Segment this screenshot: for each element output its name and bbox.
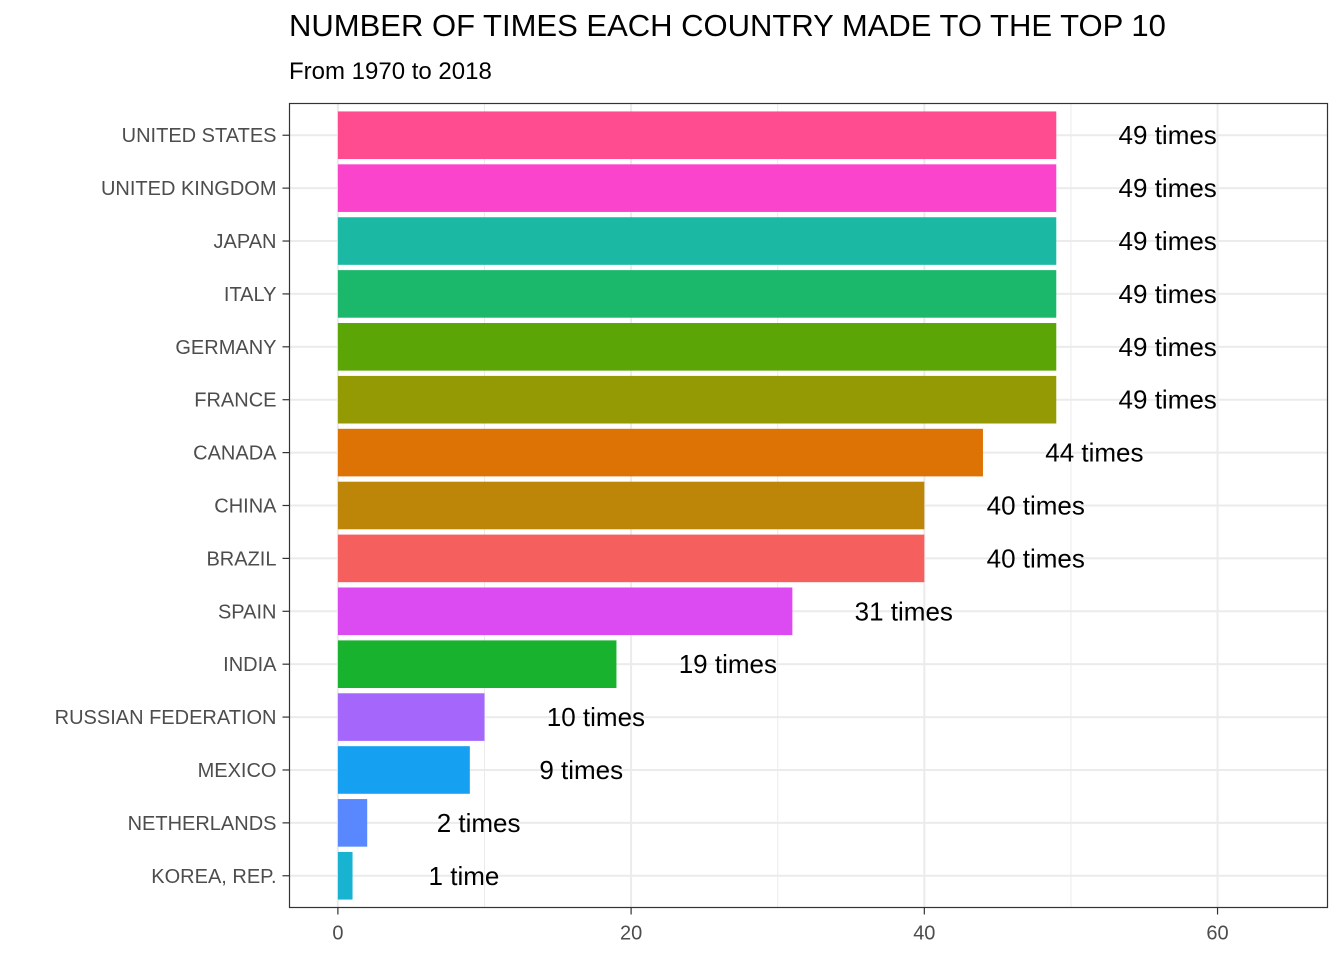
- bar: [337, 693, 485, 741]
- bar: [337, 111, 1057, 160]
- y-tick-label: UNITED KINGDOM: [101, 178, 277, 200]
- y-tick-label: GERMANY: [175, 337, 276, 359]
- y-tick-label: JAPAN: [214, 231, 277, 253]
- bar: [337, 164, 1057, 212]
- y-tick-label: ITALY: [224, 284, 277, 306]
- bar: [337, 587, 793, 636]
- y-axis: UNITED STATES UNITED KINGDOM JAPAN ITALY GER…: [55, 125, 290, 888]
- data-label: 49 times: [1119, 120, 1217, 150]
- data-label: 49 times: [1119, 173, 1217, 203]
- y-tick-label: SPAIN: [218, 601, 277, 623]
- y-tick-label: CANADA: [193, 443, 277, 465]
- bar: [337, 799, 368, 847]
- x-tick-label: 60: [1206, 923, 1228, 945]
- chart-title: NUMBER OF TIMES EACH COUNTRY MADE TO THE…: [289, 8, 1166, 43]
- data-label: 40 times: [987, 543, 1085, 573]
- bar: [337, 851, 353, 900]
- x-tick-label: 0: [332, 923, 343, 945]
- bar: [337, 640, 617, 688]
- data-label: 49 times: [1119, 385, 1217, 415]
- data-label: 49 times: [1119, 332, 1217, 362]
- y-tick-label: INDIA: [223, 654, 277, 676]
- bar: [337, 323, 1057, 371]
- y-tick-label: CHINA: [214, 496, 277, 518]
- data-label: 49 times: [1119, 279, 1217, 309]
- data-label: 19 times: [679, 649, 777, 679]
- data-labels-group: 49 times 49 times 49 times 49 times 49 times…: [429, 120, 1217, 891]
- y-tick-label: BRAZIL: [206, 548, 276, 570]
- data-label: 1 time: [429, 861, 500, 891]
- bar: [337, 481, 925, 530]
- bar: [337, 217, 1057, 265]
- y-tick-label: RUSSIAN FEDERATION: [55, 707, 277, 729]
- data-label: 31 times: [855, 596, 953, 626]
- chart-subtitle: From 1970 to 2018: [289, 58, 492, 85]
- data-label: 44 times: [1045, 438, 1143, 468]
- bars-group: [337, 111, 1057, 900]
- bar: [337, 375, 1057, 424]
- data-label: 9 times: [539, 755, 623, 785]
- data-label: 40 times: [987, 491, 1085, 521]
- bar: [337, 534, 925, 583]
- x-axis: 0 20 40 60: [332, 907, 1229, 945]
- x-tick-label: 40: [913, 923, 935, 945]
- y-tick-label: KOREA, REP.: [151, 866, 276, 888]
- data-label: 49 times: [1119, 226, 1217, 256]
- y-tick-label: MEXICO: [198, 760, 277, 782]
- y-tick-label: NETHERLANDS: [128, 813, 277, 835]
- y-tick-label: UNITED STATES: [122, 125, 277, 147]
- bar: [337, 746, 470, 794]
- bar: [337, 428, 983, 477]
- data-label: 2 times: [437, 808, 521, 838]
- x-tick-label: 20: [620, 923, 642, 945]
- y-tick-label: FRANCE: [194, 390, 276, 412]
- data-label: 10 times: [547, 702, 645, 732]
- bar: [337, 270, 1057, 318]
